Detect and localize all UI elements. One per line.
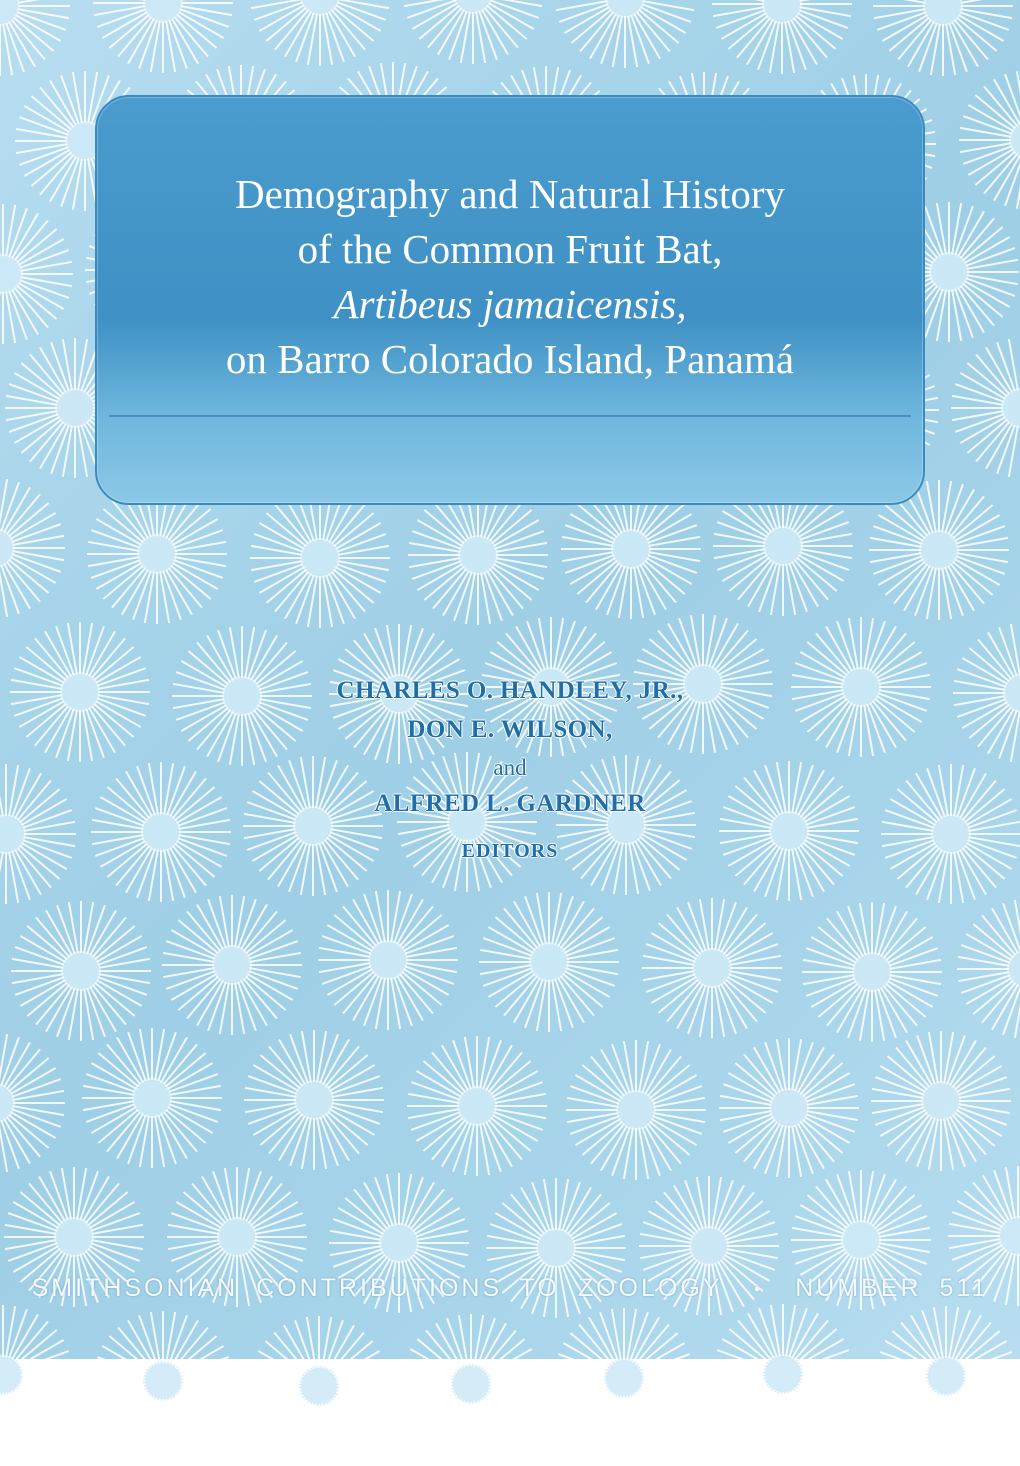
pattern-starburst-icon [954, 65, 1020, 215]
pattern-starburst-icon [0, 1028, 70, 1178]
publication-cover: Demography and Natural History of the Co… [0, 0, 1020, 1359]
pattern-starburst-icon [398, 0, 548, 69]
pattern-starburst-icon [0, 473, 70, 623]
pattern-starburst-icon [714, 1033, 864, 1183]
pattern-starburst-icon [77, 1023, 227, 1173]
pattern-starburst-icon [952, 894, 1020, 1044]
pattern-starburst-icon [0, 897, 2, 1047]
editors-role-label: EDITORS [0, 840, 1020, 863]
editor-name-3: ALFRED L. GARDNER [0, 785, 1020, 824]
pattern-starburst-icon [797, 897, 947, 1047]
pattern-starburst-icon [707, 0, 857, 79]
pattern-starburst-icon [868, 0, 1018, 81]
pattern-starburst-icon [946, 333, 1020, 483]
editor-name-1: CHARLES O. HANDLEY, JR., [0, 672, 1020, 711]
title-line-1: Demography and Natural History [235, 167, 785, 222]
pattern-starburst-icon [866, 1026, 1016, 1176]
editors-conjunction: and [0, 750, 1020, 786]
title-panel-divider [109, 415, 911, 417]
editors-block: CHARLES O. HANDLEY, JR., DON E. WILSON, … [0, 672, 1020, 863]
title-panel: Demography and Natural History of the Co… [95, 95, 925, 505]
pattern-starburst-icon [244, 1311, 394, 1461]
title-line-3-species: Artibeus jamaicensis, [333, 277, 686, 332]
pattern-starburst-icon [0, 199, 78, 349]
pattern-starburst-icon [313, 885, 463, 1035]
pattern-starburst-icon [550, 0, 700, 73]
pattern-starburst-icon [708, 1299, 858, 1449]
pattern-starburst-icon [0, 0, 75, 81]
pattern-starburst-icon [871, 1301, 1020, 1451]
pattern-starburst-icon [0, 1300, 78, 1450]
editor-name-2: DON E. WILSON, [0, 711, 1020, 750]
series-number: NUMBER 511 [795, 1274, 988, 1302]
series-bullet-icon: • [754, 1279, 763, 1300]
pattern-starburst-icon [474, 887, 624, 1037]
pattern-starburst-icon [6, 896, 156, 1046]
pattern-starburst-icon [561, 1035, 711, 1185]
series-footer: SMITHSONIAN CONTRIBUTIONS TO ZOOLOGY • N… [0, 1274, 1020, 1303]
pattern-starburst-icon [549, 1303, 699, 1453]
series-title: SMITHSONIAN CONTRIBUTIONS TO ZOOLOGY [32, 1274, 722, 1302]
pattern-starburst-icon [245, 0, 395, 71]
pattern-starburst-icon [245, 483, 395, 633]
title-line-4: on Barro Colorado Island, Panamá [226, 332, 794, 387]
pattern-starburst-icon [637, 893, 787, 1043]
pattern-starburst-icon [396, 1309, 546, 1459]
pattern-starburst-icon [239, 1025, 389, 1175]
pattern-starburst-icon [402, 1031, 552, 1181]
pattern-starburst-icon [157, 890, 307, 1040]
pattern-starburst-icon [88, 0, 238, 78]
pattern-starburst-icon [88, 1306, 238, 1456]
title-line-2: of the Common Fruit Bat, [298, 222, 723, 277]
